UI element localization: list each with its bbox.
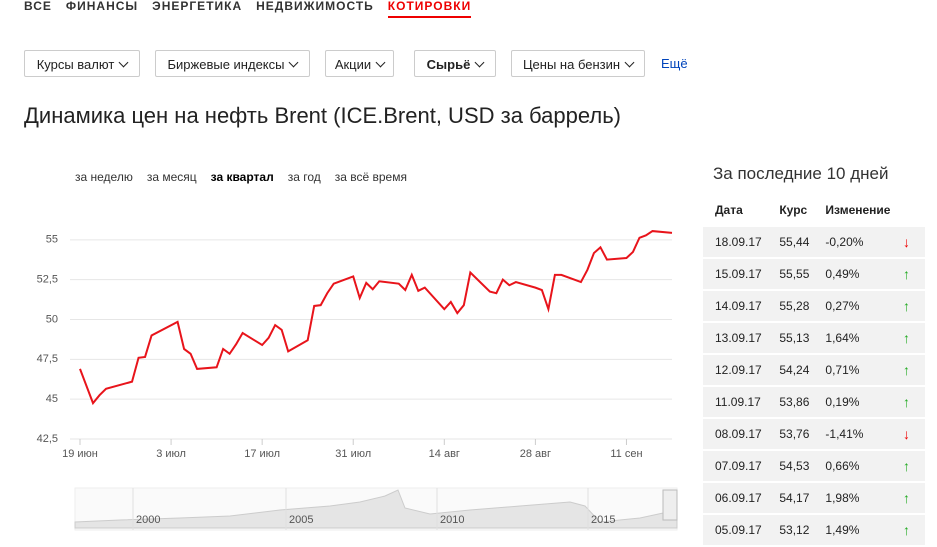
table-cell: 55,28 bbox=[767, 291, 814, 321]
more-link[interactable]: Ещё bbox=[661, 56, 688, 71]
page-title: Динамика цен на нефть Brent (ICE.Brent, … bbox=[24, 103, 621, 128]
table-cell: 55,55 bbox=[767, 259, 814, 289]
period-tab[interactable]: за квартал bbox=[210, 170, 274, 184]
column-header: Изменение bbox=[825, 203, 891, 217]
filter-button[interactable]: Цены на бензин bbox=[511, 50, 645, 77]
table-cell: 15.09.17 bbox=[703, 259, 768, 289]
table-cell: 54,53 bbox=[767, 451, 814, 481]
nav: ВСЕ ФИНАНСЫ ЭНЕРГЕТИКА НЕДВИЖИМОСТЬ КОТИРОВК… bbox=[24, 0, 485, 18]
table-cell: 0,66% bbox=[813, 451, 899, 481]
x-tick-label: 11 сен bbox=[610, 448, 642, 460]
chart: 42,5 45 47,5 50 52,5 55 19 июн 3 июл 17 июл 31 ию… bbox=[37, 230, 678, 531]
table-cell: 0,71% bbox=[813, 355, 899, 385]
table-cell: 53,86 bbox=[767, 387, 814, 417]
period-tab[interactable]: за неделю bbox=[75, 170, 133, 184]
column-header: Курс bbox=[779, 203, 808, 217]
nav-item[interactable]: ФИНАНСЫ bbox=[65, 0, 139, 13]
table-title: За последние 10 дней bbox=[713, 164, 889, 183]
table-cell: 53,76 bbox=[767, 419, 814, 449]
table-cell: 55,44 bbox=[767, 227, 814, 257]
table-cell: ↑ bbox=[899, 387, 925, 417]
table-cell: 0,49% bbox=[813, 259, 899, 289]
table-cell: 1,64% bbox=[813, 323, 899, 353]
nav-item[interactable]: ВСЕ bbox=[24, 0, 52, 13]
table-row: 18.09.17 55,44 -0,20% ↓ bbox=[703, 227, 925, 257]
table-cell: 55,13 bbox=[767, 323, 814, 353]
filter-button[interactable]: Биржевые индексы bbox=[155, 50, 310, 77]
y-tick-label: 55 bbox=[46, 234, 58, 246]
table-cell: 14.09.17 bbox=[703, 291, 768, 321]
table-row: 08.09.17 53,76 -1,41% ↓ bbox=[703, 419, 925, 449]
column-header: Дата bbox=[715, 203, 743, 217]
table-cell: ↑ bbox=[899, 323, 925, 353]
table-row: 12.09.17 54,24 0,71% ↑ bbox=[703, 355, 925, 385]
table-cell: 08.09.17 bbox=[703, 419, 768, 449]
filter-button[interactable]: Курсы валют bbox=[24, 50, 140, 77]
table-header: Дата Курс Изменение bbox=[703, 195, 925, 225]
y-tick-label: 47,5 bbox=[37, 353, 58, 365]
table-cell: 54,17 bbox=[767, 483, 814, 513]
table-cell: ↓ bbox=[899, 227, 925, 257]
y-tick-label: 45 bbox=[46, 393, 58, 405]
price-line bbox=[79, 230, 673, 406]
table-row: 11.09.17 53,86 0,19% ↑ bbox=[703, 387, 925, 417]
period-tabs: за неделю за месяц за квартал за год за всё … bbox=[75, 168, 421, 186]
table-row: 07.09.17 54,53 0,66% ↑ bbox=[703, 451, 925, 481]
table-cell: 0,19% bbox=[813, 387, 899, 417]
x-tick-label: 3 июл bbox=[156, 448, 186, 460]
x-tick-label: 14 авг bbox=[429, 448, 460, 460]
x-tick-label: 31 июл bbox=[335, 448, 371, 460]
filter-button[interactable]: Сырьё bbox=[414, 50, 496, 77]
table-cell: ↑ bbox=[899, 259, 925, 289]
nav-item[interactable]: ЭНЕРГЕТИКА bbox=[152, 0, 243, 13]
table-cell: -1,41% bbox=[813, 419, 899, 449]
period-tab[interactable]: за год bbox=[287, 170, 321, 184]
table-cell: 18.09.17 bbox=[703, 227, 768, 257]
table-cell: -0,20% bbox=[813, 227, 899, 257]
y-tick-label: 52,5 bbox=[37, 274, 58, 286]
table-cell: ↓ bbox=[899, 419, 925, 449]
table-cell: ↑ bbox=[899, 515, 925, 545]
nav-item[interactable]: НЕДВИЖИМОСТЬ bbox=[256, 0, 374, 13]
x-tick-label: 19 июн bbox=[62, 448, 98, 460]
navigator-label: 2015 bbox=[591, 514, 615, 526]
table-row: 15.09.17 55,55 0,49% ↑ bbox=[703, 259, 925, 289]
table-cell: 0,27% bbox=[813, 291, 899, 321]
table-cell: 1,98% bbox=[813, 483, 899, 513]
table-cell: 11.09.17 bbox=[703, 387, 768, 417]
column-header-spacer bbox=[899, 195, 925, 225]
table-row: 06.09.17 54,17 1,98% ↑ bbox=[703, 483, 925, 513]
table-cell: ↑ bbox=[899, 291, 925, 321]
table-cell: 05.09.17 bbox=[703, 515, 768, 545]
navigator-label: 2000 bbox=[136, 514, 160, 526]
table-cell: 1,49% bbox=[813, 515, 899, 545]
table-row: 05.09.17 53,12 1,49% ↑ bbox=[703, 515, 925, 545]
table-row: 13.09.17 55,13 1,64% ↑ bbox=[703, 323, 925, 353]
nav-item[interactable]: КОТИРОВКИ bbox=[387, 0, 472, 18]
table-cell: 06.09.17 bbox=[703, 483, 768, 513]
table-cell: 07.09.17 bbox=[703, 451, 768, 481]
x-tick-label: 28 авг bbox=[520, 448, 551, 460]
table-cell: 54,24 bbox=[767, 355, 814, 385]
table-cell: 12.09.17 bbox=[703, 355, 768, 385]
table-cell: ↑ bbox=[899, 355, 925, 385]
period-tab[interactable]: за всё время bbox=[334, 170, 407, 184]
navigator-handle bbox=[662, 489, 678, 521]
x-tick-label: 17 июл bbox=[244, 448, 280, 460]
table-cell: 13.09.17 bbox=[703, 323, 768, 353]
table-cell: ↑ bbox=[899, 483, 925, 513]
y-tick-label: 50 bbox=[46, 313, 58, 325]
rates-table: Дата Курс Изменение 18.09.17 55,44 -0,20% ↓ 15.… bbox=[703, 193, 925, 547]
navigator-area bbox=[74, 489, 678, 529]
y-tick-label: 42,5 bbox=[37, 433, 58, 445]
navigator-label: 2005 bbox=[289, 514, 313, 526]
table-cell: 53,12 bbox=[767, 515, 814, 545]
table-row: 14.09.17 55,28 0,27% ↑ bbox=[703, 291, 925, 321]
table-cell: ↑ bbox=[899, 451, 925, 481]
navigator-label: 2010 bbox=[440, 514, 464, 526]
period-tab[interactable]: за месяц bbox=[146, 170, 197, 184]
filter-button[interactable]: Акции bbox=[325, 50, 394, 77]
